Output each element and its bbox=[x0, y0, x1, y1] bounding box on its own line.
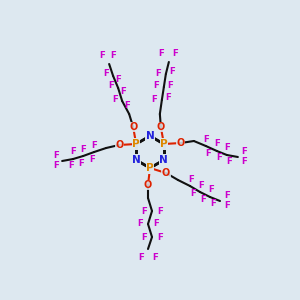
Text: O: O bbox=[162, 168, 170, 178]
Text: N: N bbox=[160, 155, 168, 165]
Text: F: F bbox=[198, 181, 204, 190]
Text: P: P bbox=[146, 163, 154, 173]
Text: F: F bbox=[91, 140, 97, 149]
Text: F: F bbox=[78, 158, 84, 167]
Text: F: F bbox=[115, 76, 121, 85]
Text: O: O bbox=[115, 140, 123, 150]
Text: F: F bbox=[138, 253, 144, 262]
Text: F: F bbox=[120, 88, 126, 97]
Text: F: F bbox=[172, 50, 178, 58]
Text: F: F bbox=[224, 191, 230, 200]
Text: O: O bbox=[157, 122, 165, 132]
Text: P: P bbox=[132, 139, 140, 149]
Text: F: F bbox=[165, 94, 171, 103]
Text: F: F bbox=[158, 50, 164, 58]
Text: O: O bbox=[144, 180, 152, 190]
Text: F: F bbox=[169, 68, 175, 76]
Text: F: F bbox=[108, 82, 114, 91]
Text: F: F bbox=[153, 220, 159, 229]
Text: P: P bbox=[160, 139, 168, 149]
Text: F: F bbox=[167, 80, 173, 89]
Text: F: F bbox=[224, 202, 230, 211]
Text: F: F bbox=[190, 188, 196, 197]
Text: O: O bbox=[129, 122, 137, 132]
Text: F: F bbox=[203, 134, 209, 143]
Text: F: F bbox=[205, 148, 211, 158]
Text: F: F bbox=[153, 82, 159, 91]
Text: F: F bbox=[141, 206, 147, 215]
Text: F: F bbox=[226, 158, 232, 166]
Text: F: F bbox=[70, 148, 76, 157]
Text: P: P bbox=[160, 139, 168, 149]
Text: F: F bbox=[151, 94, 157, 103]
Text: P: P bbox=[132, 139, 140, 149]
Text: N: N bbox=[132, 155, 140, 165]
Text: F: F bbox=[200, 194, 206, 203]
Text: F: F bbox=[224, 143, 230, 152]
Text: F: F bbox=[89, 154, 95, 164]
Text: F: F bbox=[103, 70, 109, 79]
Text: F: F bbox=[214, 140, 220, 148]
Text: F: F bbox=[68, 161, 74, 170]
Text: F: F bbox=[155, 68, 161, 77]
Text: F: F bbox=[188, 175, 194, 184]
Text: F: F bbox=[157, 232, 163, 242]
Text: F: F bbox=[241, 158, 247, 166]
Text: F: F bbox=[137, 220, 143, 229]
Text: N: N bbox=[146, 131, 154, 141]
Text: F: F bbox=[208, 185, 214, 194]
Text: F: F bbox=[141, 232, 147, 242]
Text: F: F bbox=[152, 253, 158, 262]
Text: N: N bbox=[146, 131, 154, 141]
Text: F: F bbox=[241, 148, 247, 157]
Text: F: F bbox=[157, 206, 163, 215]
Text: F: F bbox=[124, 100, 130, 109]
Text: N: N bbox=[160, 155, 168, 165]
Text: P: P bbox=[146, 163, 154, 173]
Text: F: F bbox=[99, 52, 105, 61]
Text: F: F bbox=[53, 161, 59, 170]
Text: F: F bbox=[112, 94, 118, 103]
Text: F: F bbox=[80, 145, 86, 154]
Text: F: F bbox=[210, 200, 216, 208]
Text: O: O bbox=[177, 138, 185, 148]
Text: F: F bbox=[216, 154, 222, 163]
Text: F: F bbox=[53, 152, 59, 160]
Text: F: F bbox=[110, 52, 116, 61]
Text: N: N bbox=[132, 155, 140, 165]
